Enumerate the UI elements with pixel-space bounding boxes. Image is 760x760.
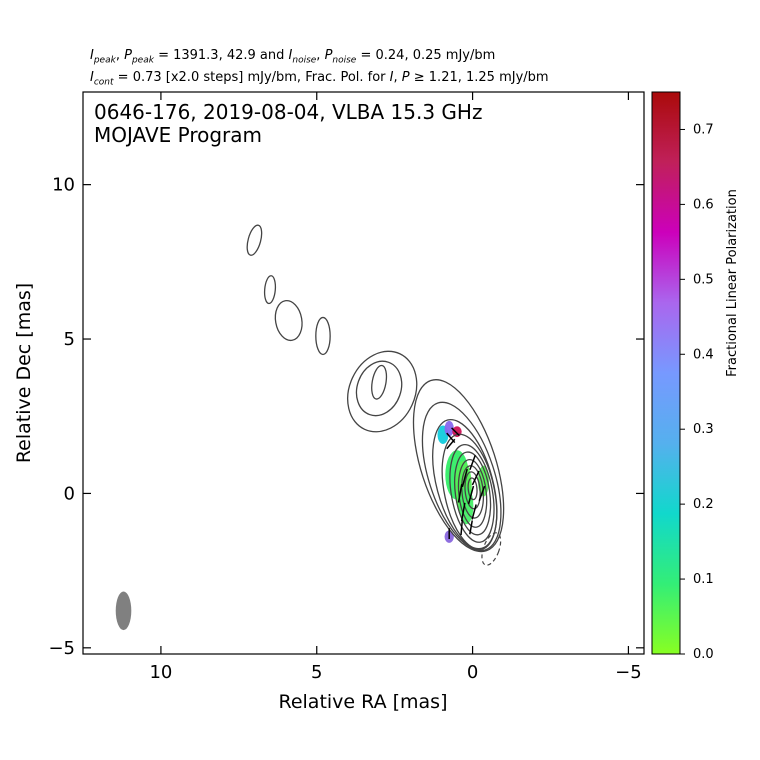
colorbar-tick-label: 0.1 <box>693 572 714 587</box>
x-tick-label: 10 <box>149 662 172 683</box>
data-layer <box>115 224 505 631</box>
plot-area: 10 5 0 −5 10 5 0 −5 0646-176, 2019-08-04, VLBA … <box>13 91 645 713</box>
colorbar-label: Fractional Linear Polarization <box>725 189 740 377</box>
frac-p-symbol: P <box>401 70 410 85</box>
y-tick-label: −5 <box>48 638 75 659</box>
evpa-vector <box>471 470 480 486</box>
intensity-contour <box>315 316 331 356</box>
colorbar-tick-label: 0.3 <box>693 422 714 437</box>
i-cont-symbol: I <box>90 70 94 85</box>
evpa-vector <box>469 455 476 471</box>
evpa-vector <box>467 485 475 505</box>
intensity-contour <box>412 379 505 553</box>
evpa-vector <box>451 427 460 437</box>
colorbar-tick-label: 0.0 <box>693 647 714 662</box>
x-tick-label: −5 <box>615 662 642 683</box>
intensity-contour <box>347 350 418 433</box>
evpa-vector <box>460 502 466 522</box>
polarization-patch <box>444 420 454 437</box>
contour-text: = 0.73 [x2.0 steps] mJy/bm, Frac. Pol. f… <box>117 70 386 85</box>
evpa-vector <box>446 438 456 450</box>
chart-title: 0646-176, 2019-08-04, VLBA 15.3 GHz <box>94 100 482 124</box>
p-noise-subscript: noise <box>332 55 357 66</box>
x-axis-label: Relative RA [mas] <box>278 691 447 713</box>
i-noise-subscript: noise <box>292 55 317 66</box>
header-line-contour: Icont = 0.73 [x2.0 steps] mJy/bm, Frac. … <box>90 70 549 88</box>
evpa-vector <box>469 520 473 535</box>
intensity-contour <box>274 299 303 342</box>
x-tick-label: 0 <box>467 662 478 683</box>
intensity-contour <box>421 401 502 552</box>
p-peak-subscript: peak <box>131 55 154 66</box>
intensity-contour <box>453 451 492 536</box>
i-peak-symbol: I <box>90 48 94 63</box>
intensity-contour <box>467 477 478 501</box>
p-noise-symbol: P <box>324 48 333 63</box>
evpa-vector <box>460 519 464 536</box>
colorbar-tick-label: 0.5 <box>693 272 714 287</box>
y-axis-label: Relative Dec [mas] <box>13 283 35 463</box>
intensity-contour <box>263 275 277 305</box>
chart-subtitle: MOJAVE Program <box>94 123 262 147</box>
colorbar-tick-label: 0.6 <box>693 197 714 212</box>
negative-contour <box>481 532 502 566</box>
header-line-peak: Ipeak, Ppeak = 1391.3, 42.9 and Inoise, … <box>90 48 496 66</box>
colorbar-tick-label: 0.7 <box>693 122 714 137</box>
contour-layer <box>246 224 505 566</box>
axis-ticks: 10 5 0 −5 10 5 0 −5 <box>48 92 644 683</box>
frac-i-symbol: I <box>389 70 394 85</box>
i-noise-symbol: I <box>288 48 293 63</box>
y-tick-label: 5 <box>64 329 75 350</box>
y-tick-label: 10 <box>52 175 75 196</box>
evpa-vector <box>461 468 468 488</box>
evpa-vector <box>478 485 486 501</box>
intensity-contour <box>449 443 495 543</box>
intensity-contour <box>371 364 388 400</box>
intensity-contour <box>464 471 481 510</box>
p-peak-symbol: P <box>124 48 132 63</box>
intensity-contour <box>457 458 488 528</box>
colorbar-tick-label: 0.2 <box>693 497 714 512</box>
colorbar-gradient <box>651 91 681 655</box>
beam-ellipse <box>115 591 132 631</box>
colorbar: 0.0 0.1 0.2 0.3 0.4 0.5 0.6 0.7 Fractional Line… <box>651 91 740 662</box>
y-tick-label: 0 <box>64 483 75 504</box>
intensity-contour <box>355 360 403 417</box>
evpa-vector <box>457 484 463 503</box>
colorbar-tick-label: 0.4 <box>693 347 714 362</box>
intensity-contour <box>246 224 263 256</box>
evpa-vector <box>471 504 477 520</box>
frac-values: ≥ 1.21, 1.25 mJy/bm <box>413 70 549 85</box>
noise-values: = 0.24, 0.25 mJy/bm <box>360 48 496 63</box>
plot-frame <box>82 91 645 655</box>
colorbar-ticks: 0.0 0.1 0.2 0.3 0.4 0.5 0.6 0.7 <box>680 122 714 662</box>
i-cont-subscript: cont <box>93 77 114 88</box>
i-peak-subscript: peak <box>93 55 116 66</box>
x-tick-label: 5 <box>311 662 322 683</box>
evpa-vector-layer <box>446 427 486 539</box>
peak-values: = 1391.3, 42.9 and <box>158 48 285 63</box>
